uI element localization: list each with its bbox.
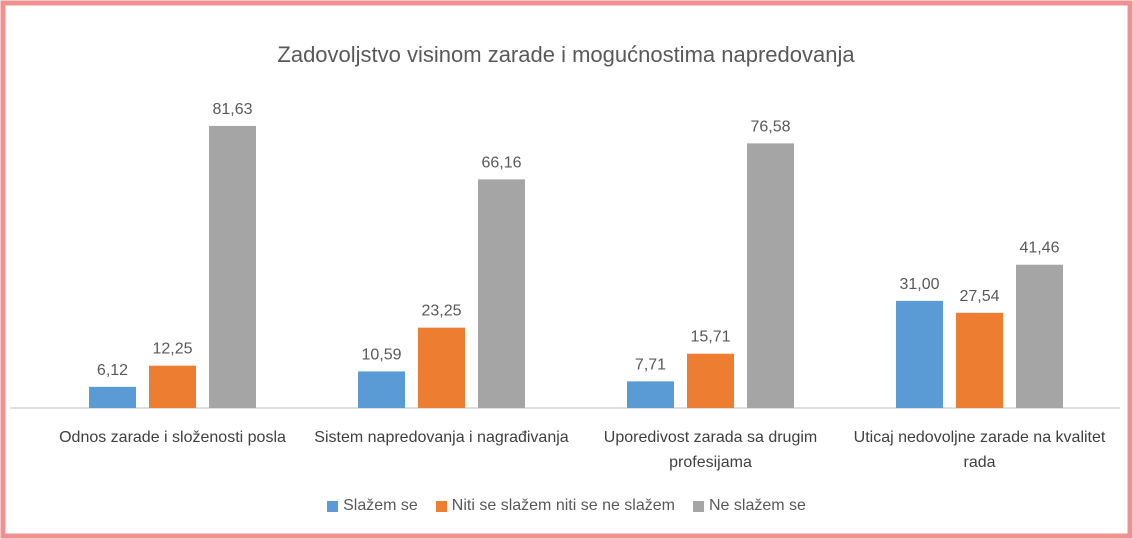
bar xyxy=(627,381,674,408)
bar xyxy=(747,143,794,409)
bar xyxy=(418,327,465,408)
bar xyxy=(896,300,943,408)
data-label: 41,46 xyxy=(1019,240,1059,257)
x-tick-label: Uticaj nedovoljne zarade na kvalitet rad… xyxy=(853,429,1106,471)
data-label: 10,59 xyxy=(361,346,401,363)
data-label: 12,25 xyxy=(152,341,192,358)
bar xyxy=(956,312,1003,408)
bar xyxy=(687,353,734,408)
bar xyxy=(358,371,405,408)
data-label: 23,25 xyxy=(421,303,461,320)
data-label: 31,00 xyxy=(899,276,939,293)
data-label: 7,71 xyxy=(635,356,666,373)
data-label: 15,71 xyxy=(690,329,730,346)
legend-item: Niti se slažem niti se ne slažem xyxy=(435,497,675,515)
x-tick-label: Uporedivost zarada sa drugim profesijama xyxy=(603,429,818,471)
legend-label: Niti se slažem niti se ne slažem xyxy=(451,497,675,514)
bar xyxy=(89,386,136,408)
legend-label: Ne slažem se xyxy=(708,497,806,514)
legend-item: Slažem se xyxy=(327,497,418,515)
x-tick-label: Odnos zarade i složenosti posla xyxy=(59,429,286,446)
legend-swatch xyxy=(692,500,704,512)
bar xyxy=(1016,264,1063,408)
bar xyxy=(149,365,196,408)
chart-title: Zadovoljstvo visinom zarade i mogućnosti… xyxy=(277,42,855,67)
legend-item: Ne slažem se xyxy=(692,497,806,515)
legend-swatch xyxy=(327,500,339,512)
x-tick-label: Sistem napredovanja i nagrađivanja xyxy=(314,429,569,446)
data-label: 66,16 xyxy=(481,154,521,171)
bar xyxy=(478,179,525,408)
legend-swatch xyxy=(435,500,447,512)
legend-label: Slažem se xyxy=(343,497,418,514)
data-label: 76,58 xyxy=(750,118,790,135)
data-label: 27,54 xyxy=(959,288,999,305)
data-label: 81,63 xyxy=(212,101,252,118)
legend: Slažem se Niti se slažem niti se ne slaže… xyxy=(0,497,1133,515)
bar xyxy=(209,125,256,408)
data-label: 6,12 xyxy=(97,362,128,379)
